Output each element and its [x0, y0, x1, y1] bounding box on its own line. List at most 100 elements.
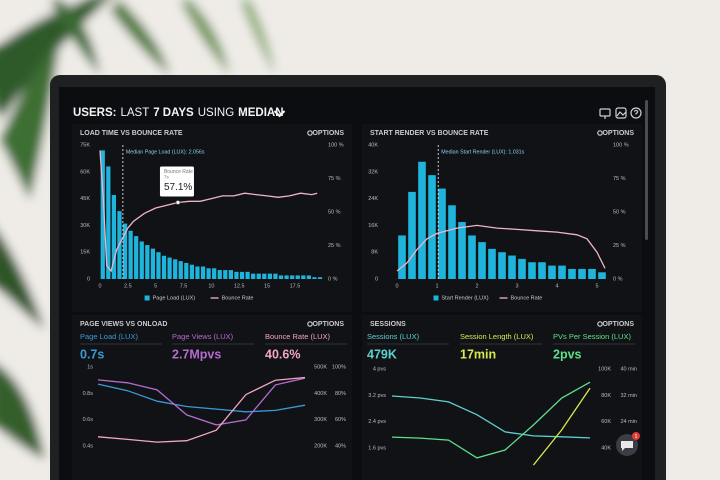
legend-swatch	[433, 295, 439, 301]
tooltip-box	[159, 166, 194, 197]
metric-label: Session Length (LUX)	[460, 332, 534, 341]
histogram-bar	[438, 188, 446, 279]
y-tick-label: 1.6 pvs	[368, 445, 386, 451]
y3-tick-label: 40 min	[620, 366, 637, 372]
x-tick-label: 2.5	[124, 283, 132, 289]
histogram-bar	[167, 257, 172, 279]
histogram-bar	[228, 270, 233, 279]
metric-value: 479K	[367, 347, 397, 361]
histogram-bar	[106, 166, 111, 279]
y-tick-label: 40K	[368, 142, 378, 148]
scrollbar[interactable]	[645, 100, 648, 240]
y3-tick-label: 40%	[335, 443, 346, 449]
histogram-bar	[212, 268, 217, 279]
y-tick-label: 60K	[80, 169, 90, 175]
metric-value: 2.7Mpvs	[172, 347, 221, 361]
y3-tick-label: 32 min	[620, 393, 637, 399]
panel-title: LOAD TIME VS BOUNCE RATE	[80, 130, 183, 137]
line-series	[391, 381, 591, 459]
x-tick-label: 5	[595, 283, 598, 289]
histogram-bar	[139, 241, 144, 279]
metric-label: Page Load (LUX)	[80, 332, 138, 341]
histogram-bar	[273, 273, 278, 279]
histogram-bar	[528, 262, 536, 279]
metric-value: 17min	[460, 347, 496, 361]
options-button[interactable]: OPTIONS	[312, 321, 344, 328]
help-icon[interactable]	[630, 107, 642, 119]
y2-tick-label: 50 %	[328, 209, 341, 215]
histogram-bar	[278, 275, 284, 279]
y-tick-label: 45K	[80, 196, 90, 202]
options-button[interactable]: OPTIONS	[312, 130, 344, 137]
y2-tick-label: 100K	[598, 366, 611, 372]
y2-tick-label: 0 %	[328, 276, 338, 282]
y2-tick-label: 400K	[314, 391, 327, 397]
histogram-bar	[568, 268, 576, 279]
y2-tick-label: 75 %	[328, 176, 341, 182]
histogram-bar	[548, 265, 556, 279]
histogram-bar	[418, 161, 426, 279]
histogram-bar	[239, 271, 245, 279]
histogram-bar	[301, 275, 306, 279]
histogram-bar	[223, 270, 228, 279]
chat-icon	[621, 441, 633, 451]
y3-tick-label: 24 min	[620, 419, 637, 425]
y2-tick-label: 25 %	[613, 243, 626, 249]
histogram-bar	[217, 270, 222, 279]
histogram-bar	[306, 275, 311, 279]
y-tick-label: 0	[87, 276, 90, 282]
tooltip-value: 57.1%	[164, 182, 192, 193]
options-icon[interactable]	[307, 130, 313, 136]
x-tick-label: 1	[435, 283, 438, 289]
options-button[interactable]: OPTIONS	[602, 130, 634, 137]
tooltip-title: Bounce Rate	[164, 169, 193, 175]
header-part[interactable]: MEDIAN	[238, 107, 283, 119]
x-tick-label: 0	[395, 283, 398, 289]
y2-tick-label: 60K	[601, 419, 611, 425]
histogram-bar	[408, 191, 416, 279]
header-part: LAST	[120, 107, 149, 119]
options-button[interactable]: OPTIONS	[602, 321, 634, 328]
histogram-bar	[156, 252, 161, 279]
metric-value: 40.6%	[265, 347, 300, 361]
y2-tick-label: 80K	[601, 393, 611, 399]
header-part: 7 DAYS	[153, 107, 194, 119]
options-icon[interactable]	[307, 321, 313, 327]
histogram-bar	[428, 175, 436, 279]
histogram-bar	[189, 264, 195, 279]
y2-tick-label: 100 %	[328, 142, 344, 148]
image-icon[interactable]	[615, 107, 627, 119]
y2-tick-label: 300K	[314, 417, 327, 423]
line-series	[99, 150, 318, 273]
histogram-bar	[578, 268, 586, 279]
histogram-bar	[245, 271, 250, 279]
histogram-bar	[508, 255, 516, 279]
monitor-icon[interactable]	[599, 108, 611, 119]
histogram-bar	[267, 273, 272, 279]
y-tick-label: 24K	[368, 196, 378, 202]
histogram-bar	[256, 273, 261, 279]
chat-badge-count: 1	[635, 434, 638, 440]
histogram-bar	[284, 275, 289, 279]
histogram-bar	[458, 222, 466, 279]
histogram-bar	[161, 255, 167, 279]
options-icon[interactable]	[597, 130, 603, 136]
metric-value: 0.7s	[80, 347, 104, 361]
metric-label: Bounce Rate (LUX)	[265, 332, 331, 341]
metric-value: 2pvs	[553, 347, 582, 361]
header-part: USING	[198, 107, 234, 119]
y2-tick-label: 500K	[314, 364, 327, 370]
chat-widget[interactable]: 1	[616, 432, 640, 456]
x-tick-label: 7.5	[180, 283, 188, 289]
header-part: USERS:	[73, 107, 116, 119]
options-icon[interactable]	[597, 321, 603, 327]
dropdown-chevron[interactable]	[273, 110, 286, 118]
panel	[72, 315, 352, 480]
metric-label: Page Views (LUX)	[172, 332, 234, 341]
y-tick-label: 3.2 pvs	[368, 393, 386, 399]
histogram-bar	[150, 248, 156, 279]
y2-tick-label: 100 %	[613, 142, 629, 148]
histogram-bar	[195, 266, 200, 279]
histogram-bar	[558, 265, 566, 279]
y-tick-label: 16K	[368, 223, 378, 229]
